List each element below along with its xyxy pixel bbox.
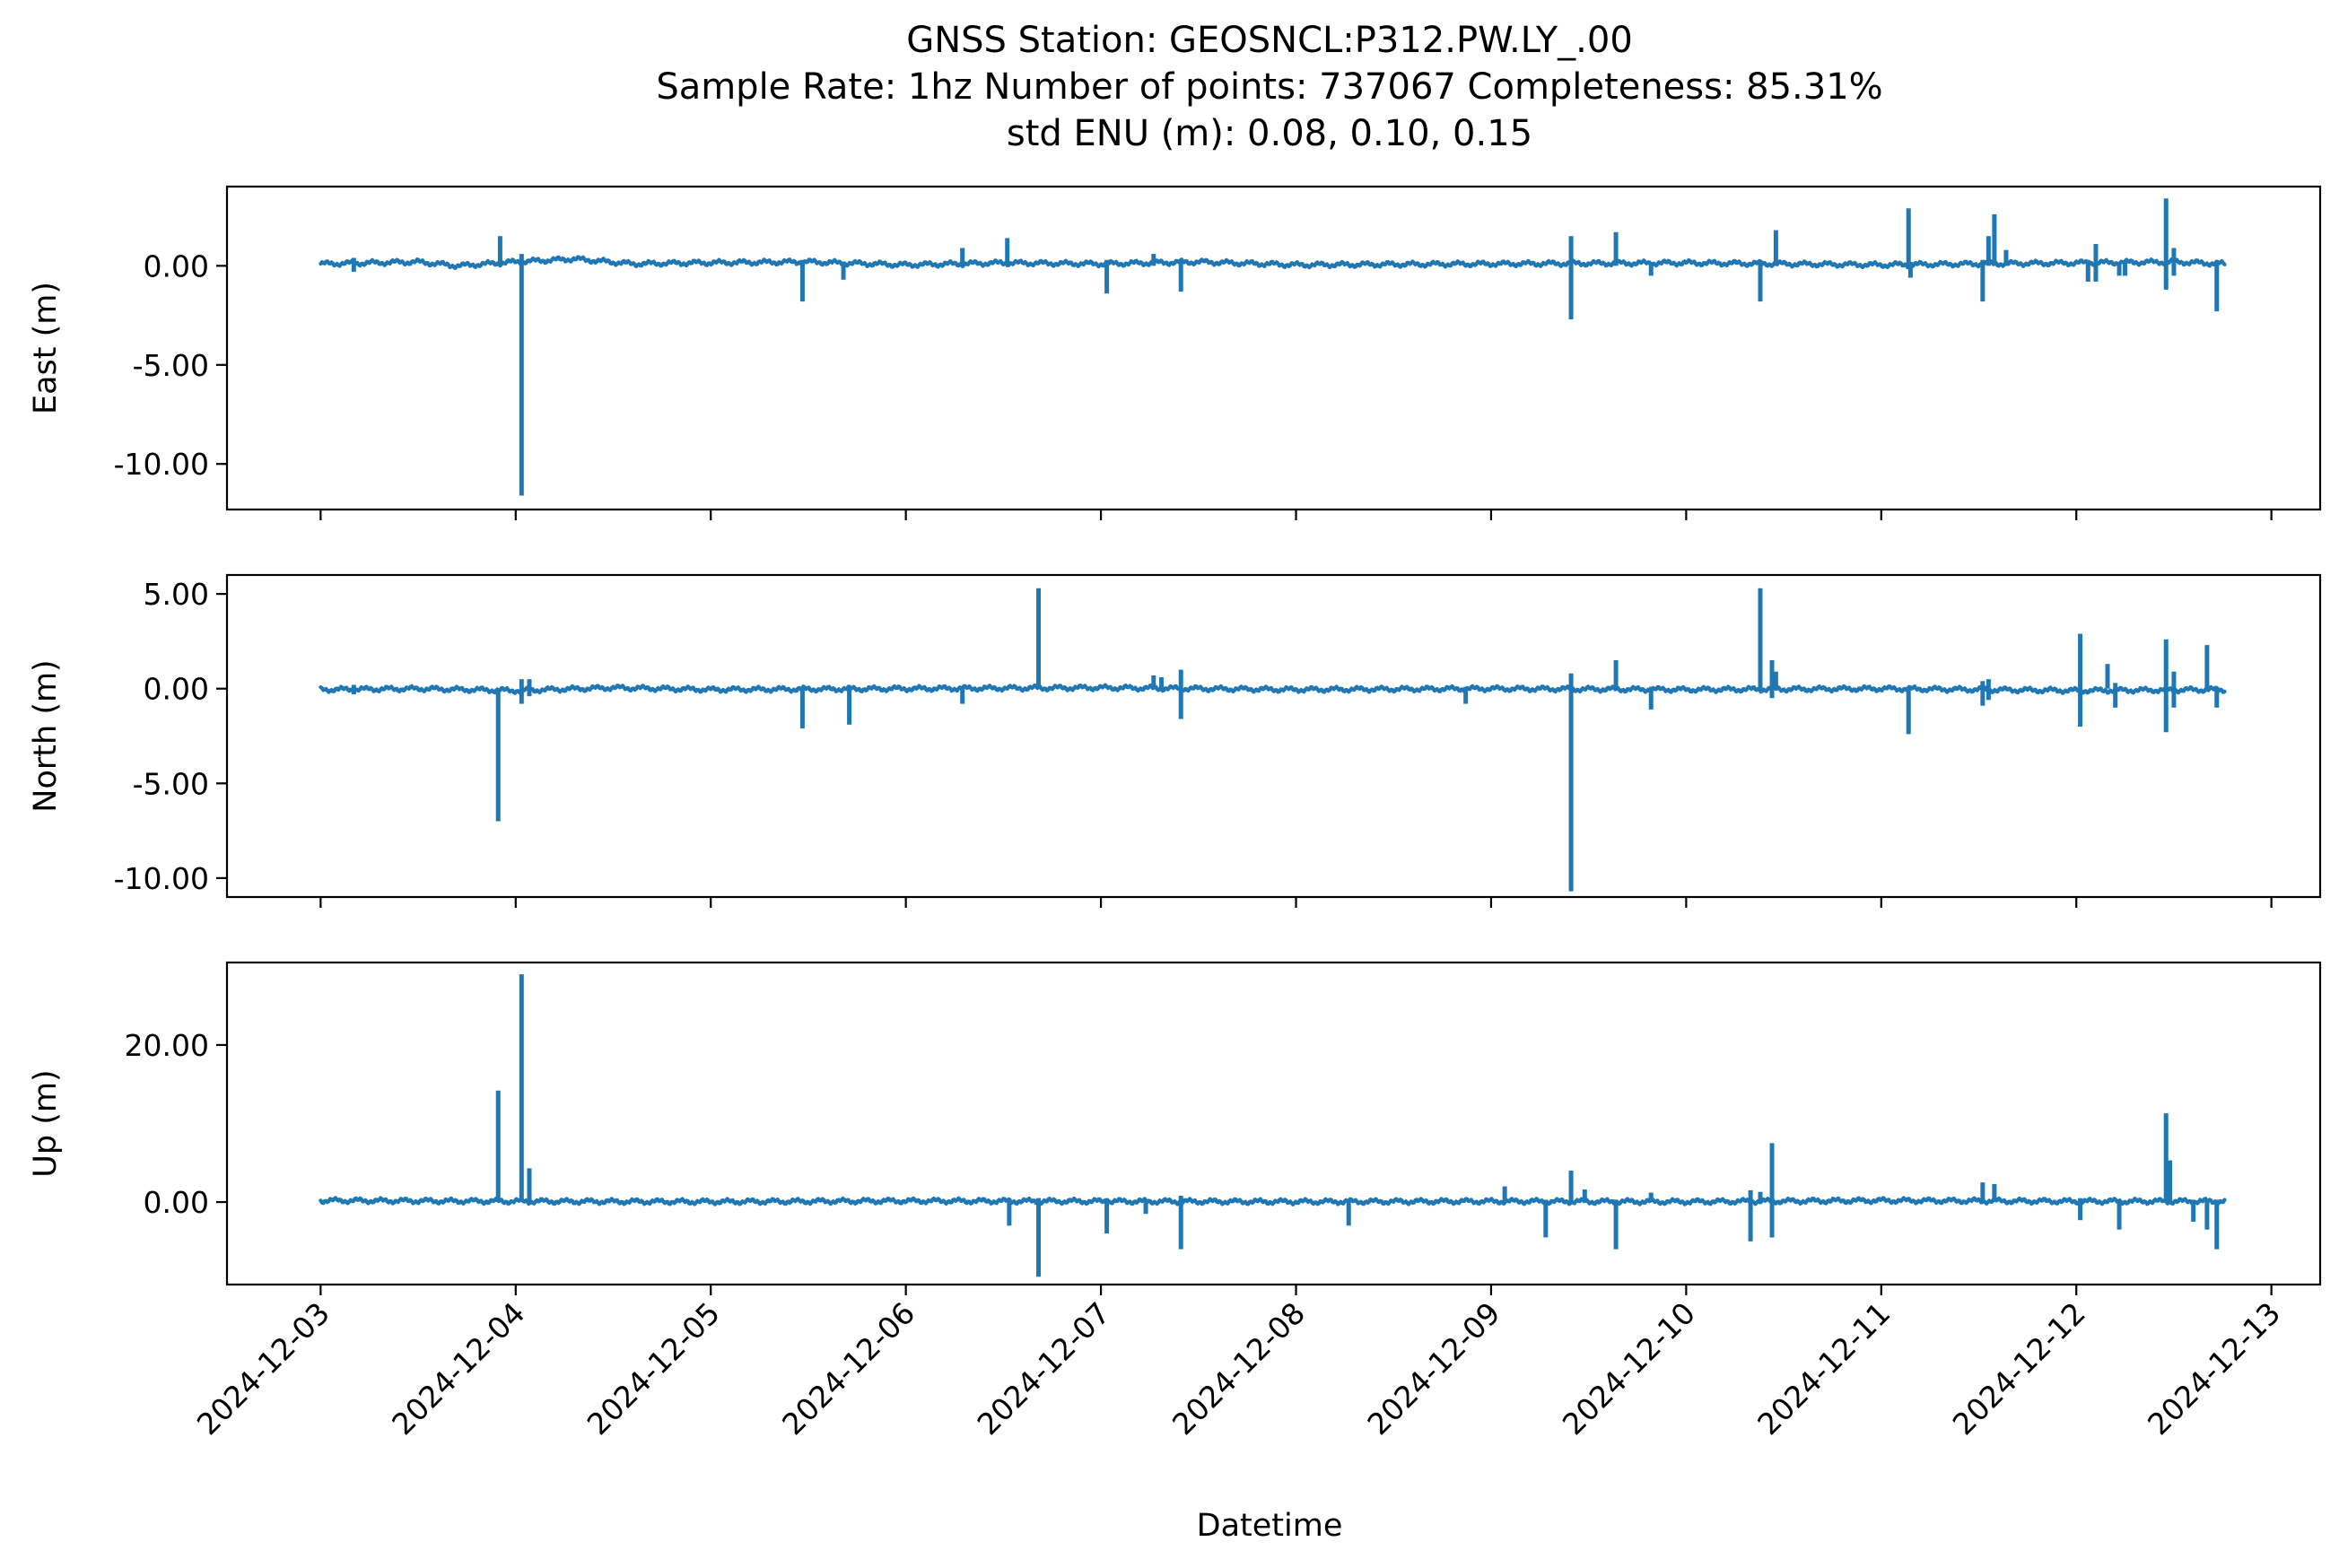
- title-line-3: std ENU (m): 0.08, 0.10, 0.15: [1007, 113, 1532, 154]
- y-axis-label: Up (m): [28, 1069, 64, 1177]
- y-axis-label: North (m): [28, 659, 64, 812]
- axes-frame: [225, 185, 2322, 511]
- ytick-label: 20.00: [125, 1028, 209, 1063]
- ytick-label: -5.00: [133, 348, 209, 383]
- ytick-label: -10.00: [114, 447, 209, 482]
- up-panel: 20.00 0.00 Up (m): [28, 961, 2322, 1295]
- ytick-label: -5.00: [133, 766, 209, 801]
- title-line-2: Sample Rate: 1hz Number of points: 73706…: [656, 66, 1882, 108]
- ytick-label: -10.00: [114, 861, 209, 896]
- xtick-label: 2024-12-04: [385, 1295, 531, 1442]
- title-line-1: GNSS Station: GEOSNCL:P312.PW.LY_.00: [906, 20, 1633, 61]
- north-panel: 5.00 0.00 -5.00 -10.00 North (m): [28, 573, 2322, 908]
- series-line: [319, 683, 2227, 695]
- ytick-label: 0.00: [144, 248, 209, 283]
- xtick-label: 2024-12-05: [580, 1295, 727, 1442]
- xtick-label: 2024-12-07: [971, 1295, 1117, 1442]
- x-axis-label: Datetime: [1197, 1508, 1343, 1544]
- ytick-label: 5.00: [144, 577, 209, 612]
- xtick-label: 2024-12-12: [1946, 1295, 2092, 1442]
- axes-frame: [225, 573, 2322, 899]
- series-line: [319, 255, 2227, 271]
- xtick-label: 2024-12-11: [1750, 1295, 1897, 1442]
- ytick-label: 0.00: [144, 1185, 209, 1220]
- series-line: [319, 1196, 2227, 1206]
- xtick-label: 2024-12-10: [1556, 1295, 1702, 1442]
- east-panel: 0.00 -5.00 -10.00 East (m): [28, 185, 2322, 520]
- xtick-label: 2024-12-13: [2141, 1295, 2287, 1442]
- xtick-label: 2024-12-08: [1165, 1295, 1312, 1442]
- xtick-label: 2024-12-03: [190, 1295, 336, 1442]
- x-axis-ticks: 2024-12-03 2024-12-04 2024-12-05 2024-12-06…: [190, 1295, 2287, 1442]
- xtick-label: 2024-12-06: [775, 1295, 921, 1442]
- xtick-label: 2024-12-09: [1360, 1295, 1506, 1442]
- ytick-label: 0.00: [144, 672, 209, 707]
- y-axis-label: East (m): [28, 282, 64, 414]
- axes-frame: [225, 961, 2322, 1286]
